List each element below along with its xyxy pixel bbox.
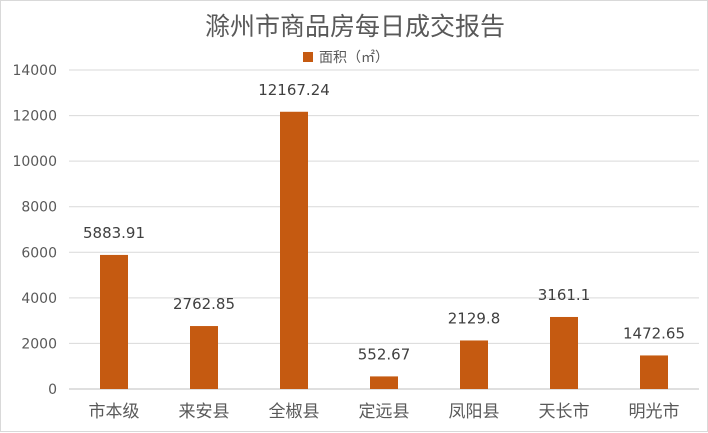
bar xyxy=(100,254,128,389)
data-label: 2762.85 xyxy=(173,295,235,313)
x-axis-categories: 市本级 来安县 全椒县 定远县 凤阳县 天长市 明光市 xyxy=(89,402,680,422)
x-category-label: 天长市 xyxy=(539,402,590,422)
x-category-label: 全椒县 xyxy=(269,402,320,422)
x-category-label: 定远县 xyxy=(359,402,410,422)
y-tick-label: 6000 xyxy=(21,245,57,261)
legend-label: 面积（㎡） xyxy=(319,50,389,66)
bar xyxy=(550,316,578,389)
x-category-label: 来安县 xyxy=(179,402,230,422)
y-tick-label: 2000 xyxy=(21,336,57,352)
y-tick-label: 14000 xyxy=(12,63,57,79)
bar xyxy=(370,376,398,389)
y-tick-label: 0 xyxy=(48,382,57,398)
data-label: 12167.24 xyxy=(258,81,330,99)
data-label: 2129.8 xyxy=(448,309,501,327)
x-category-label: 市本级 xyxy=(89,402,140,422)
bar xyxy=(280,111,308,389)
y-tick-label: 12000 xyxy=(12,109,57,125)
data-label: 552.67 xyxy=(358,345,411,363)
x-category-label: 明光市 xyxy=(629,402,680,422)
legend-swatch xyxy=(303,52,313,62)
y-tick-label: 8000 xyxy=(21,200,57,216)
chart-title: 滁州市商品房每日成交报告 xyxy=(205,12,505,41)
legend: 面积（㎡） xyxy=(303,50,389,66)
bar xyxy=(640,355,668,389)
y-tick-label: 10000 xyxy=(12,154,57,170)
y-axis-ticks: 0 2000 4000 6000 8000 10000 12000 14000 xyxy=(12,63,57,398)
bars: 5883.91 2762.85 12167.24 552.67 2129.8 3161.1… xyxy=(83,81,685,389)
x-category-label: 凤阳县 xyxy=(449,402,500,422)
y-tick-label: 4000 xyxy=(21,291,57,307)
gridlines xyxy=(69,69,699,390)
data-label: 5883.91 xyxy=(83,224,145,242)
data-label: 3161.1 xyxy=(538,286,591,304)
data-label: 1472.65 xyxy=(623,324,685,342)
bar xyxy=(460,340,488,389)
bar xyxy=(190,326,218,389)
